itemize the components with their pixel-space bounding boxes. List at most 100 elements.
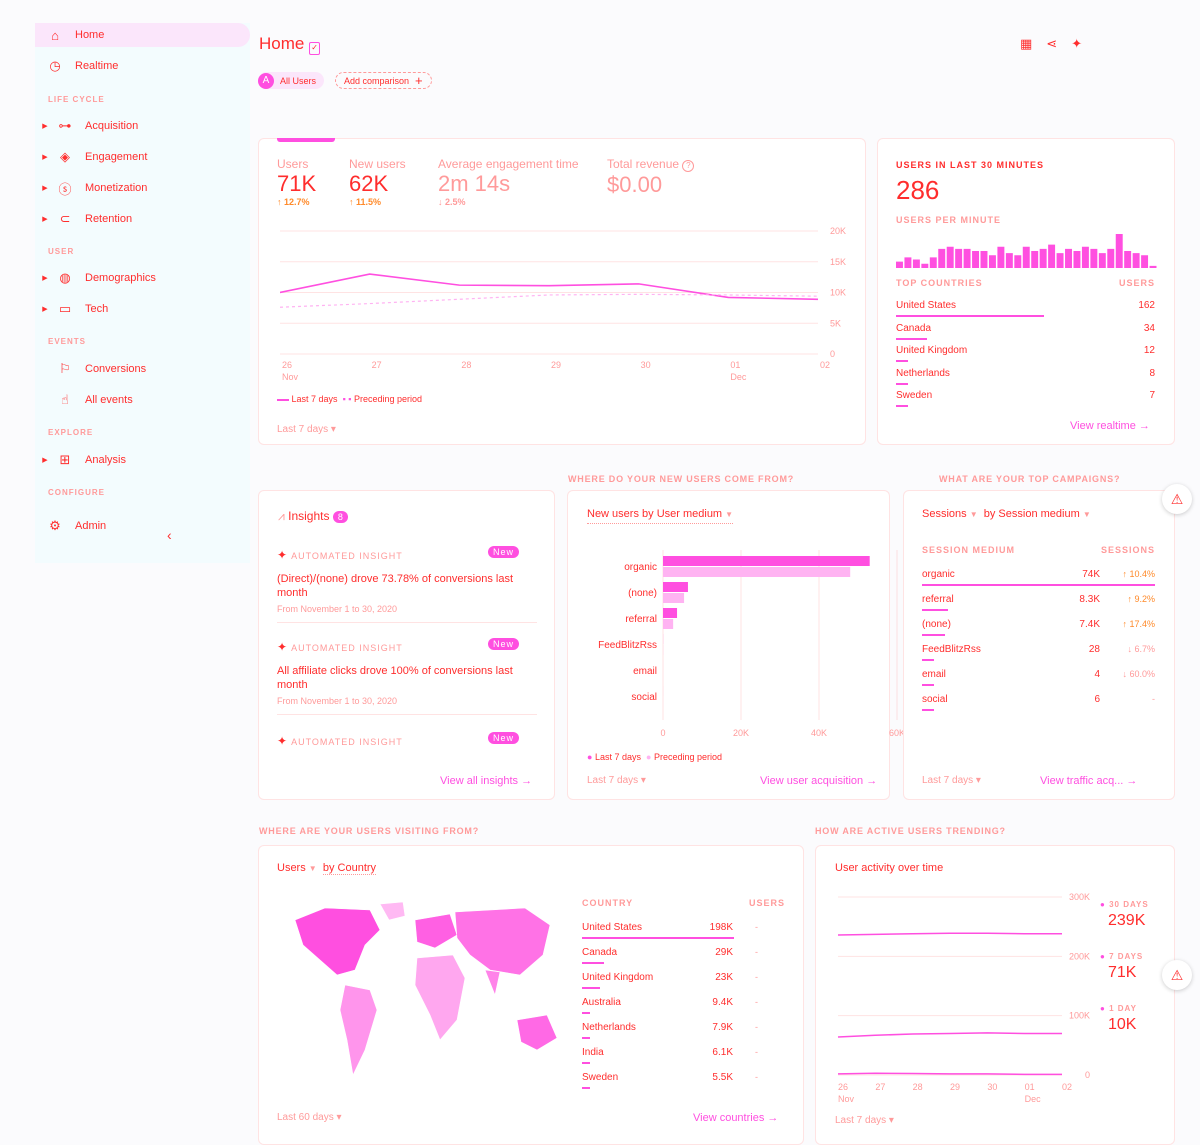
minute-bar xyxy=(1073,251,1080,268)
sidebar-item-retention[interactable]: ▶⊂Retention xyxy=(35,207,132,231)
metrics-date-range-dropdown[interactable]: Last 7 days xyxy=(277,424,336,435)
feedback-button[interactable]: ⚠ xyxy=(1162,960,1192,990)
x-tick-label: 02 xyxy=(820,360,830,370)
world-map[interactable] xyxy=(285,900,570,1100)
metric-dropdown[interactable]: Sessions ▼ xyxy=(922,508,978,520)
metric-change: ↑ 12.7% xyxy=(277,197,316,207)
minute-bar xyxy=(1048,245,1055,268)
country-change: - xyxy=(755,1047,758,1057)
bar-current xyxy=(663,582,688,592)
country-name[interactable]: Canada xyxy=(582,947,617,958)
medium-name[interactable]: (none) xyxy=(922,619,951,630)
country-name[interactable]: United States xyxy=(582,922,642,933)
medium-name[interactable]: email xyxy=(922,669,946,680)
sidebar-item-conversions[interactable]: ⚐Conversions xyxy=(55,357,146,381)
sparkle-icon: ✦ xyxy=(277,640,288,654)
change-value: 17.4% xyxy=(1129,619,1155,629)
medium-name[interactable]: social xyxy=(922,694,948,705)
country-name[interactable]: United Kingdom xyxy=(582,972,653,983)
view-traffic-acquisition-link[interactable]: View traffic acq... → xyxy=(1040,775,1137,787)
sidebar-item-all-events[interactable]: ☝All events xyxy=(55,388,133,412)
view-realtime-link[interactable]: View realtime → xyxy=(1070,420,1150,432)
sidebar-item-label: Conversions xyxy=(85,363,146,375)
sidebar-item-demographics[interactable]: ▶◍Demographics xyxy=(35,266,156,290)
sidebar-item-label: Monetization xyxy=(85,182,147,194)
country-name[interactable]: Sweden xyxy=(896,390,932,401)
legend-label: ● 30 DAYS xyxy=(1100,900,1149,909)
bar-current xyxy=(663,608,677,618)
sessions-change: ↓ 6.7% xyxy=(1105,644,1155,654)
x-tick-label: 40K xyxy=(811,728,827,738)
medium-name[interactable]: FeedBlitzRss xyxy=(922,644,981,655)
country-bar xyxy=(582,1087,590,1089)
page-title-text: Home xyxy=(259,34,304,53)
dimension-dropdown[interactable]: by Session medium ▼ xyxy=(984,508,1091,520)
bar-previous xyxy=(663,593,684,603)
legend-value: 71K xyxy=(1108,964,1136,982)
medium-name[interactable]: referral xyxy=(922,594,954,605)
metric-label: Total revenue ? xyxy=(607,157,694,172)
country-name[interactable]: United States xyxy=(896,300,956,311)
country-name[interactable]: Australia xyxy=(582,997,621,1008)
add-comparison-button[interactable]: Add comparison+ xyxy=(335,72,432,89)
page-title: Home ✓ xyxy=(259,34,320,55)
campaigns-date-range-dropdown[interactable]: Last 7 days xyxy=(922,775,981,786)
minute-bar xyxy=(938,249,945,268)
metric-tab-total-revenue[interactable]: Total revenue ?$0.00 xyxy=(607,157,694,198)
bar-previous xyxy=(663,567,850,577)
country-change: - xyxy=(755,947,758,957)
new-users-date-range-dropdown[interactable]: Last 7 days xyxy=(587,775,646,786)
sidebar-item-realtime[interactable]: ◷Realtime xyxy=(45,54,118,78)
sessions-change: ↑ 10.4% xyxy=(1105,569,1155,579)
view-countries-link[interactable]: View countries → xyxy=(693,1112,778,1124)
sidebar-item-engagement[interactable]: ▶◈Engagement xyxy=(35,145,147,169)
country-name[interactable]: United Kingdom xyxy=(896,345,967,356)
insights-icon[interactable]: ✦ xyxy=(1071,36,1096,51)
trending-icon: ⩘ xyxy=(278,509,285,523)
view-all-insights-link[interactable]: View all insights → xyxy=(440,775,532,787)
countries-date-range-dropdown[interactable]: Last 60 days xyxy=(277,1112,342,1123)
country-name[interactable]: Canada xyxy=(896,323,931,334)
country-name[interactable]: Netherlands xyxy=(582,1022,636,1033)
medium-name[interactable]: organic xyxy=(922,569,955,580)
sidebar-item-admin[interactable]: ⚙Admin xyxy=(45,514,106,538)
new-users-dimension-dropdown[interactable]: New users by User medium ▼ xyxy=(587,508,733,524)
home-icon: ⌂ xyxy=(45,28,65,43)
sidebar-item-analysis[interactable]: ▶⊞Analysis xyxy=(35,448,126,472)
category-label: referral xyxy=(625,614,657,625)
minute-bar xyxy=(1099,253,1106,268)
sidebar-item-tech[interactable]: ▶▭Tech xyxy=(35,297,108,321)
compare-icon[interactable]: ▦ xyxy=(1020,36,1046,51)
section-title-visiting: WHERE ARE YOUR USERS VISITING FROM? xyxy=(259,826,479,836)
country-change: - xyxy=(755,922,758,932)
dimension-dropdown[interactable]: by Country xyxy=(323,862,376,875)
minute-bar xyxy=(1150,266,1157,268)
clock-icon: ◷ xyxy=(45,58,65,74)
country-name[interactable]: Netherlands xyxy=(896,368,950,379)
country-users: 5.5K xyxy=(690,1072,733,1083)
collapse-sidebar-chevron-icon[interactable]: ‹ xyxy=(167,527,172,543)
country-name[interactable]: Sweden xyxy=(582,1072,618,1083)
sidebar-item-home[interactable]: ⌂Home xyxy=(35,23,250,47)
view-user-acquisition-link[interactable]: View user acquisition → xyxy=(760,775,877,787)
x-tick-label: 02 xyxy=(1062,1082,1072,1092)
y-tick-label: 300K xyxy=(1069,892,1090,902)
trend-date-range-dropdown[interactable]: Last 7 days xyxy=(835,1115,894,1126)
help-icon[interactable]: ? xyxy=(682,160,694,172)
country-name[interactable]: India xyxy=(582,1047,604,1058)
metric-value: $0.00 xyxy=(607,172,694,198)
sidebar-item-acquisition[interactable]: ▶⊶Acquisition xyxy=(35,114,138,138)
share-icon[interactable]: ⋖ xyxy=(1046,36,1071,51)
feedback-button[interactable]: ⚠ xyxy=(1162,484,1192,514)
metric-dropdown[interactable]: Users ▼ xyxy=(277,862,317,874)
legend-label-text: 7 DAYS xyxy=(1109,952,1143,961)
y-tick-label: 0 xyxy=(1085,1070,1090,1080)
